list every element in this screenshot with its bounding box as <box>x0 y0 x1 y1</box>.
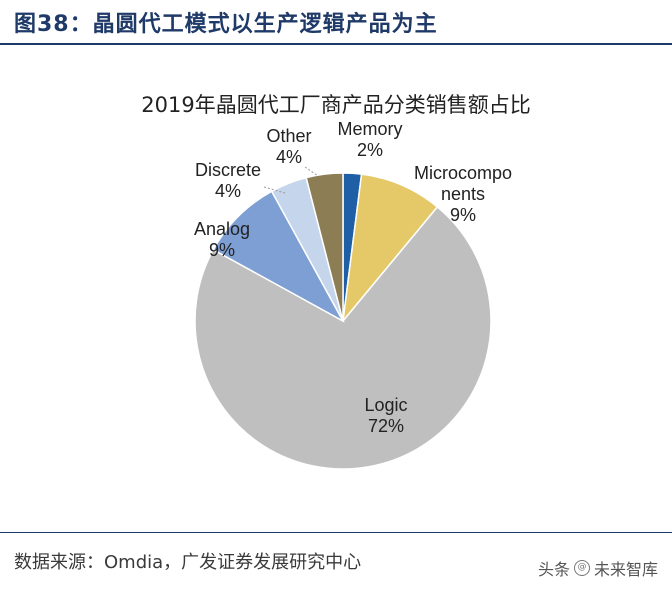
watermark-name: 未来智库 <box>593 560 658 579</box>
watermark-prefix: 头条 <box>537 560 570 579</box>
pie-slice-microcomponents <box>341 173 439 324</box>
chart-title: 2019年晶圆代工厂商产品分类销售额占比 <box>141 93 531 117</box>
at-icon: @ <box>573 560 590 576</box>
pie-slice-analog <box>212 190 345 323</box>
figure-title: 图38：晶圆代工模式以生产逻辑产品为主 <box>14 12 438 37</box>
slice-label-analog: Analog 9% <box>194 219 250 260</box>
watermark: 头条 @ 未来智库 <box>538 556 658 580</box>
slice-label-discrete: Discrete 4% <box>195 160 261 201</box>
slice-label-logic: Logic 72% <box>364 395 407 436</box>
slice-label-microcomponents: Microcompo nents 9% <box>414 163 512 225</box>
source-note: 数据来源：Omdia，广发证券发展研究中心 <box>14 552 362 573</box>
leader-line-other <box>304 166 319 177</box>
chart-area: 2019年晶圆代工厂商产品分类销售额占比 Memory 2% Microcompo n… <box>0 45 672 530</box>
title-divider <box>0 43 672 45</box>
pie-slice-logic <box>194 205 492 470</box>
pie-slice-other <box>305 172 344 322</box>
footer-divider <box>0 532 672 533</box>
slice-label-other: Other 4% <box>266 126 311 167</box>
slice-label-memory: Memory 2% <box>337 119 402 160</box>
pie-chart: Memory 2% Microcompo nents 9% Logic 72% Analog 9… <box>194 119 512 470</box>
